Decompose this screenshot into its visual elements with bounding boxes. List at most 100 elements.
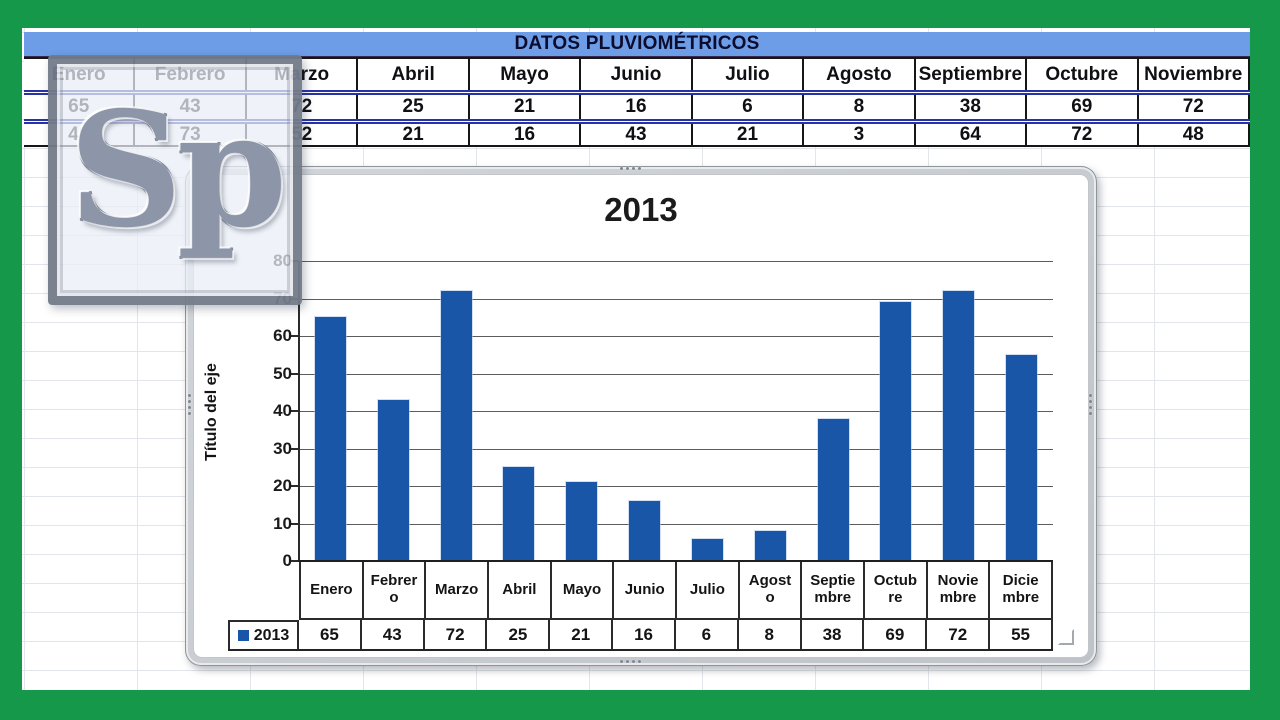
- gridline: [299, 448, 1053, 450]
- value-cell: 6: [676, 620, 739, 649]
- value-cell: 38: [802, 620, 865, 649]
- bar[interactable]: [1006, 354, 1038, 561]
- table-cell[interactable]: 43: [581, 124, 693, 145]
- column-header[interactable]: Mayo: [470, 59, 582, 90]
- chart-data-table-categories[interactable]: Enero Febrer o Marzo Abril Mayo Junio Julio Ago…: [299, 562, 1054, 620]
- y-tick-mark: [291, 522, 299, 525]
- legend-swatch-icon: [237, 630, 249, 641]
- gridline: [299, 336, 1053, 337]
- category-label: Marzo: [426, 562, 490, 618]
- y-tick-label: 10: [273, 513, 292, 533]
- chart-resize-grip-icon[interactable]: [1058, 629, 1074, 645]
- category-label: Febrer o: [364, 562, 427, 618]
- table-cell[interactable]: 3: [804, 124, 916, 145]
- y-tick-mark: [291, 410, 299, 412]
- bar[interactable]: [377, 399, 409, 561]
- y-tick-label: 60: [273, 326, 292, 345]
- table-cell[interactable]: 72: [1139, 95, 1250, 119]
- table-cell[interactable]: 21: [358, 124, 470, 145]
- value-cell: 72: [425, 620, 488, 649]
- gridline: [299, 411, 1053, 412]
- table-cell[interactable]: 72: [1027, 124, 1139, 145]
- y-tick-mark: [291, 447, 299, 450]
- chart-title[interactable]: 2013: [604, 191, 678, 228]
- y-tick-label: 20: [273, 476, 292, 495]
- bar[interactable]: [754, 531, 786, 561]
- value-cell: 8: [739, 620, 802, 649]
- column-header[interactable]: Agosto: [804, 59, 916, 90]
- selection-handle-left[interactable]: [188, 394, 191, 415]
- sp-logo-text: Sp: [68, 78, 288, 263]
- gridline: [299, 486, 1053, 487]
- table-cell[interactable]: 38: [916, 95, 1028, 119]
- category-label: Octub re: [865, 562, 928, 618]
- table-cell[interactable]: 16: [581, 95, 693, 119]
- category-label: Enero: [301, 562, 364, 618]
- value-cell: 21: [550, 620, 614, 649]
- sp-watermark-logo: Sp: [48, 55, 302, 305]
- value-cell: 72: [927, 620, 991, 649]
- selection-handle-bottom[interactable]: [620, 660, 641, 663]
- value-cell: 55: [990, 620, 1053, 649]
- bar[interactable]: [629, 501, 661, 561]
- y-tick-mark: [291, 335, 299, 337]
- bar[interactable]: [503, 467, 535, 561]
- category-label: Novie mbre: [928, 562, 991, 618]
- category-label: Agost o: [740, 562, 803, 618]
- bar[interactable]: [691, 538, 723, 561]
- column-header[interactable]: Julio: [693, 59, 805, 90]
- value-cell: 43: [362, 620, 425, 649]
- x-axis-line: [298, 560, 1053, 562]
- gridline: [299, 298, 1053, 300]
- bar[interactable]: [817, 418, 849, 561]
- y-tick-label: 30: [273, 438, 292, 458]
- table-title[interactable]: DATOS PLUVIOMÉTRICOS: [24, 32, 1250, 57]
- table-cell[interactable]: 6: [693, 95, 805, 119]
- legend-label: 2013: [253, 626, 290, 644]
- category-label: Julio: [677, 562, 740, 618]
- y-tick-label: 0: [282, 551, 292, 570]
- category-label: Abril: [489, 562, 552, 618]
- table-cell[interactable]: 69: [1027, 95, 1139, 119]
- category-label: Junio: [614, 562, 678, 618]
- y-axis-title[interactable]: Título del eje: [203, 363, 220, 461]
- legend-cell[interactable]: 2013: [228, 620, 299, 649]
- bar[interactable]: [440, 291, 472, 561]
- bar[interactable]: [880, 302, 912, 561]
- chart-data-table-values[interactable]: 2013 65 43 72 25 21 16 6 8 38 69 72 55: [228, 620, 1053, 651]
- table-cell[interactable]: 21: [470, 95, 582, 119]
- table-cell[interactable]: 25: [358, 95, 470, 119]
- table-cell[interactable]: 16: [470, 124, 582, 145]
- gridline: [299, 261, 1053, 262]
- selection-handle-right[interactable]: [1089, 394, 1092, 415]
- table-cell[interactable]: 8: [804, 95, 916, 119]
- y-tick-mark: [291, 372, 299, 375]
- gridline: [299, 373, 1053, 375]
- value-cell: 65: [299, 620, 362, 649]
- y-tick-mark: [291, 560, 299, 562]
- gridline: [299, 523, 1053, 525]
- column-header[interactable]: Noviembre: [1139, 59, 1250, 90]
- column-header[interactable]: Junio: [581, 59, 693, 90]
- column-header[interactable]: Abril: [358, 59, 470, 90]
- y-axis-line: [298, 261, 300, 561]
- table-cell[interactable]: 21: [693, 124, 805, 145]
- category-label: Septie mbre: [802, 562, 866, 618]
- table-cell[interactable]: 64: [916, 124, 1028, 145]
- bar[interactable]: [314, 317, 346, 561]
- selection-handle-top[interactable]: [620, 167, 641, 170]
- table-cell[interactable]: 48: [1139, 124, 1250, 145]
- bar[interactable]: [943, 291, 975, 561]
- chart-object[interactable]: 2013 Título del eje 80706050403020100 En…: [185, 166, 1097, 666]
- value-cell: 69: [864, 620, 928, 649]
- y-tick-label: 40: [273, 401, 292, 420]
- column-header[interactable]: Septiembre: [916, 59, 1028, 90]
- category-label: Dicie mbre: [990, 562, 1054, 618]
- bar[interactable]: [566, 482, 598, 561]
- column-header[interactable]: Octubre: [1027, 59, 1139, 90]
- y-tick-label: 50: [273, 363, 292, 383]
- y-tick-mark: [291, 485, 299, 487]
- chart-area[interactable]: 2013 Título del eje 80706050403020100 En…: [193, 174, 1089, 658]
- value-cell: 25: [487, 620, 551, 649]
